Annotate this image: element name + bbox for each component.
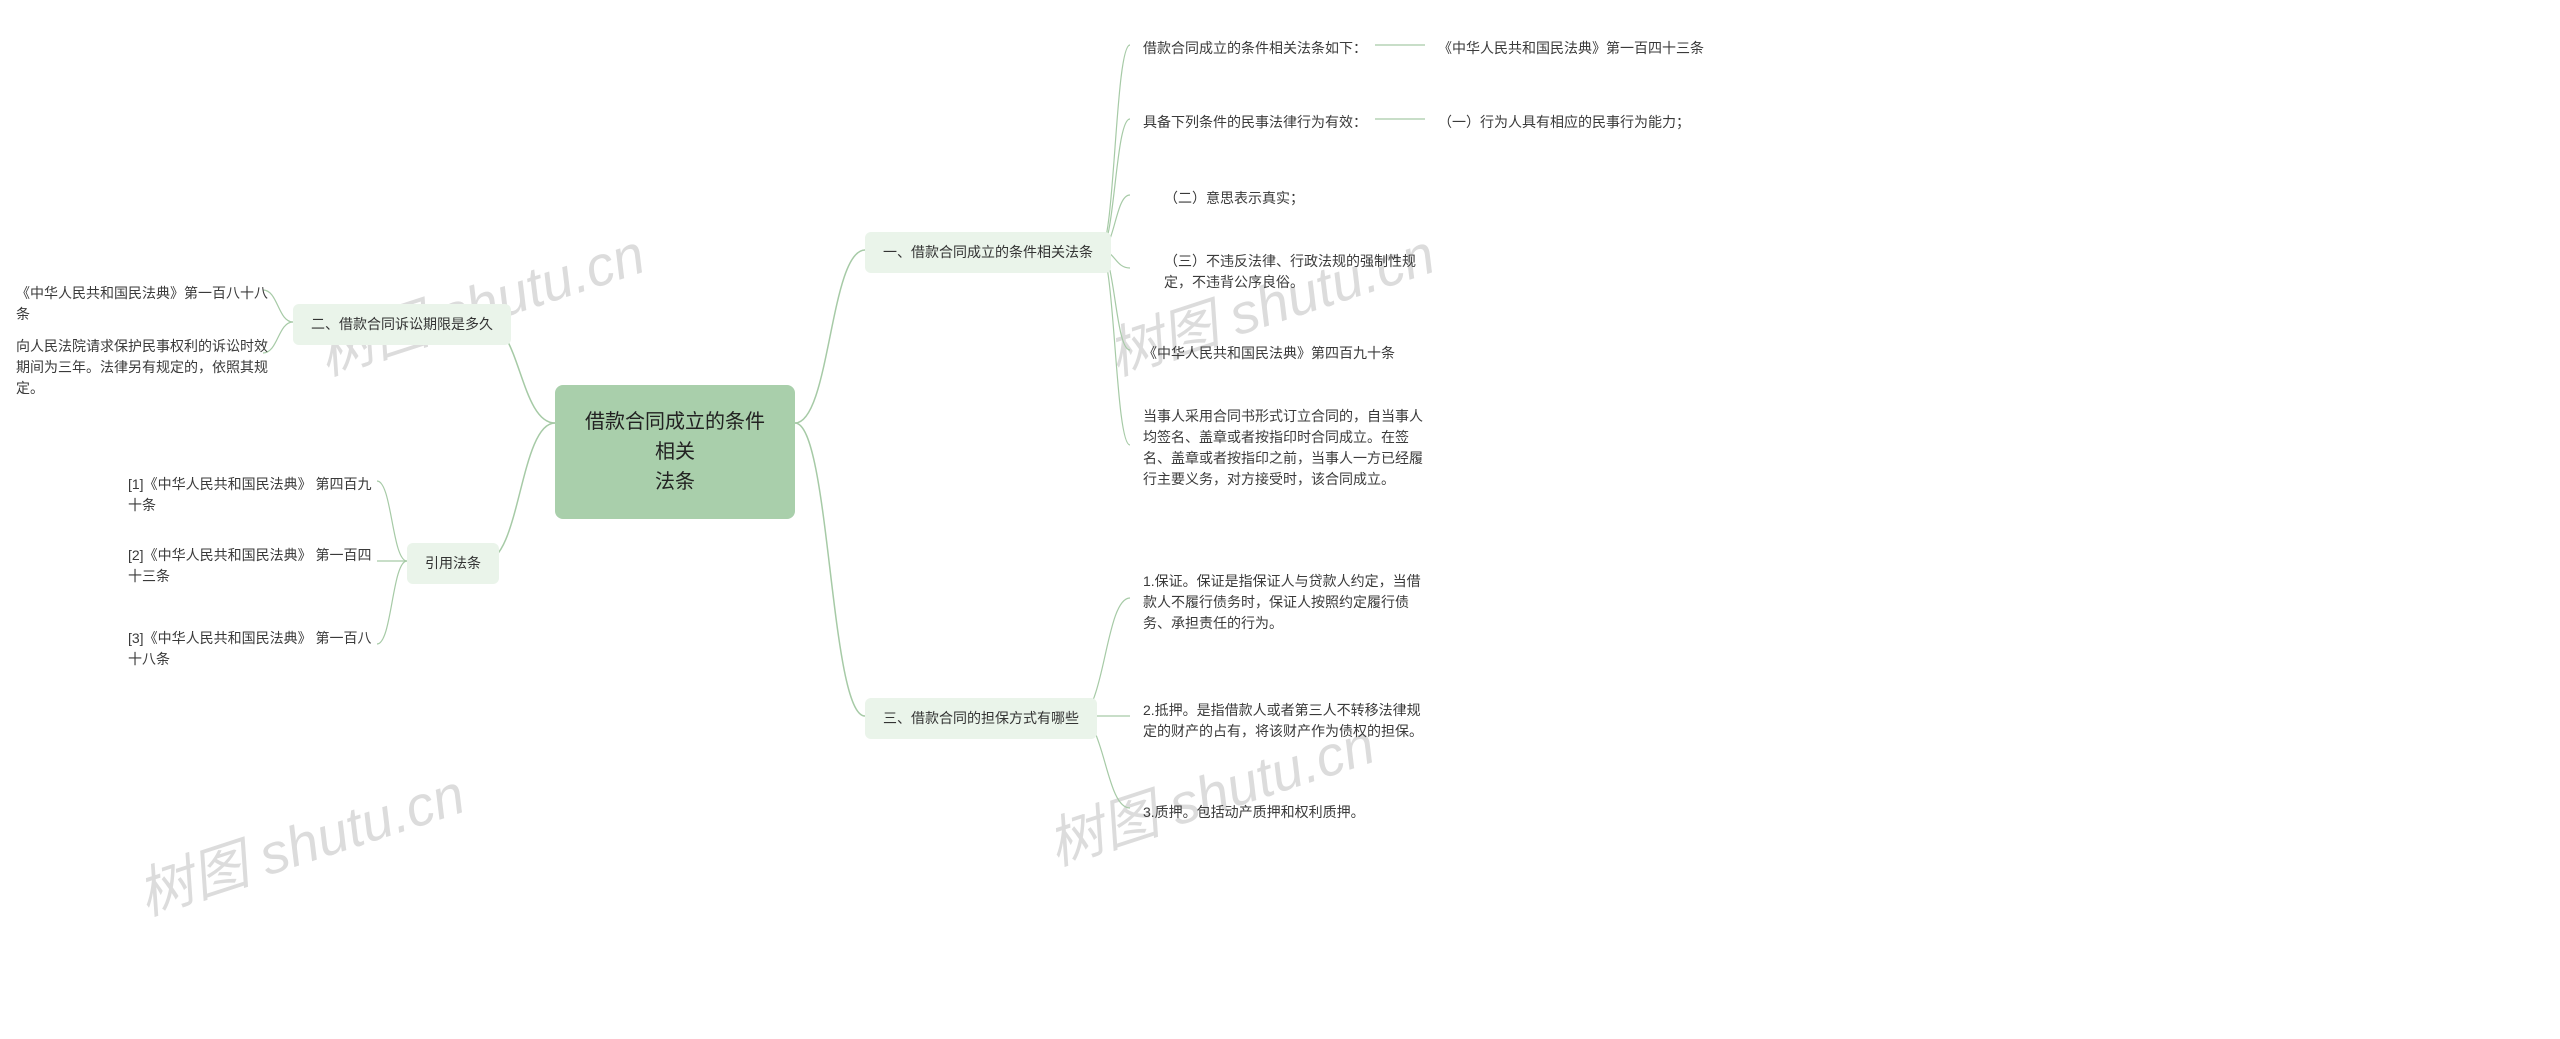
leaf-3-1: 2.抵押。是指借款人或者第三人不转移法律规定的财产的占有，将该财产作为债权的担保… xyxy=(1135,694,1435,748)
watermark: 树图 shutu.cn xyxy=(306,210,654,392)
leaf-3-2: 3.质押。包括动产质押和权利质押。 xyxy=(1135,796,1373,829)
root-node: 借款合同成立的条件相关 法条 xyxy=(555,385,795,519)
leaf-cite-1: [2]《中华人民共和国民法典》 第一百四十三条 xyxy=(120,539,390,593)
leaf-1-5: 当事人采用合同书形式订立合同的，自当事人均签名、盖章或者按指印时合同成立。在签名… xyxy=(1135,400,1435,496)
root-line2: 法条 xyxy=(655,471,695,493)
leaf-1-0-sub: 《中华人民共和国民法典》第一百四十三条 xyxy=(1430,32,1712,65)
leaf-1-0: 借款合同成立的条件相关法条如下： xyxy=(1135,32,1375,65)
branch-cite: 引用法条 xyxy=(407,543,499,584)
leaf-cite-0: [1]《中华人民共和国民法典》 第四百九十条 xyxy=(120,468,390,522)
root-line1: 借款合同成立的条件相关 xyxy=(585,411,765,463)
leaf-2-0: 《中华人民共和国民法典》第一百八十八条 xyxy=(8,277,278,331)
leaf-2-1: 向人民法院请求保护民事权利的诉讼时效期间为三年。法律另有规定的，依照其规定。 xyxy=(8,330,278,405)
leaf-1-2: （二）意思表示真实； xyxy=(1156,182,1312,215)
leaf-1-1-sub: （一）行为人具有相应的民事行为能力； xyxy=(1430,106,1698,139)
branch-2: 二、借款合同诉讼期限是多久 xyxy=(293,304,511,345)
watermark: 树图 shutu.cn xyxy=(126,750,474,932)
leaf-cite-2: [3]《中华人民共和国民法典》 第一百八十八条 xyxy=(120,622,390,676)
leaf-1-1: 具备下列条件的民事法律行为有效： xyxy=(1135,106,1375,139)
leaf-1-4: 《中华人民共和国民法典》第四百九十条 xyxy=(1135,337,1403,370)
branch-1: 一、借款合同成立的条件相关法条 xyxy=(865,232,1111,273)
branch-3: 三、借款合同的担保方式有哪些 xyxy=(865,698,1097,739)
leaf-3-0: 1.保证。保证是指保证人与贷款人约定，当借款人不履行债务时，保证人按照约定履行债… xyxy=(1135,565,1435,640)
leaf-1-3: （三）不违反法律、行政法规的强制性规定，不违背公序良俗。 xyxy=(1156,245,1446,299)
